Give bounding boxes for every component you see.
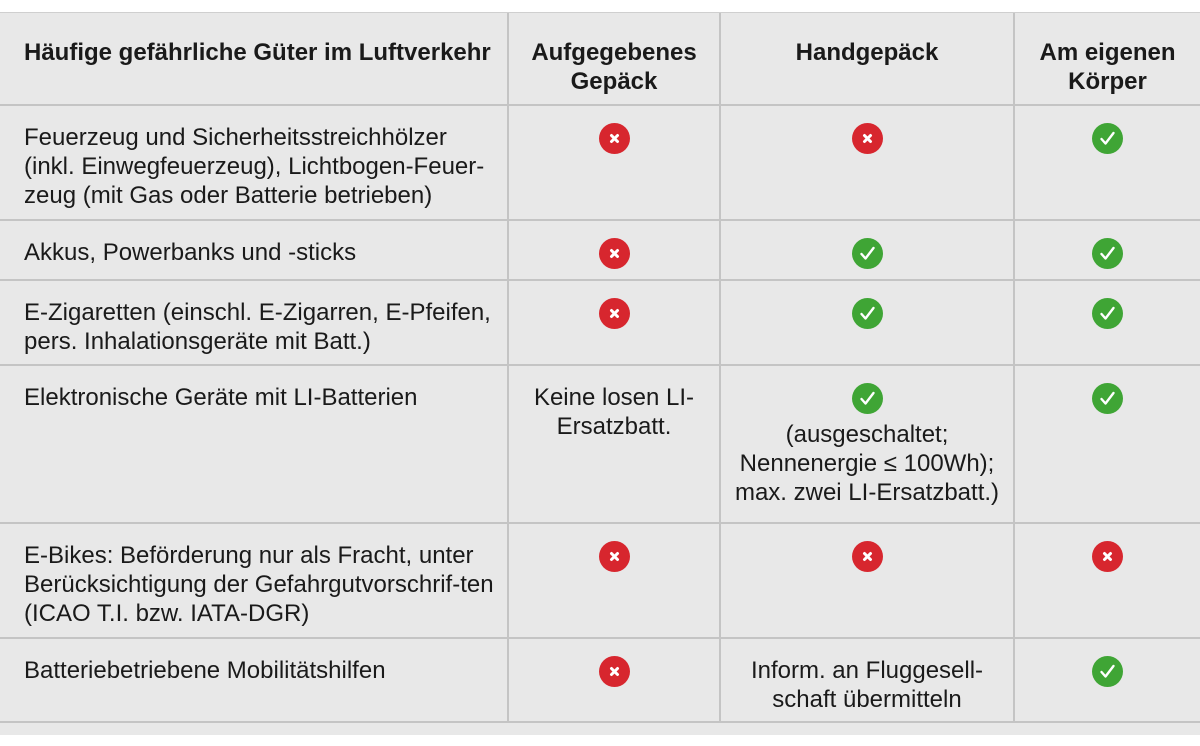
on-body-cell bbox=[1014, 220, 1200, 281]
check-icon bbox=[851, 238, 883, 269]
cross-icon bbox=[598, 656, 630, 687]
table-row: Feuerzeug und Sicherheitsstreichhölzer (… bbox=[0, 105, 1200, 221]
checked-baggage-cell bbox=[508, 280, 721, 366]
on-body-cell bbox=[1014, 638, 1200, 723]
table-row: Batteriebetriebene Mobilitätshilfen Info… bbox=[0, 638, 1200, 723]
hand-baggage-cell bbox=[720, 280, 1015, 366]
cross-icon bbox=[598, 238, 630, 269]
cross-icon bbox=[598, 123, 630, 154]
header-row: Häufige gefährliche Güter im Luftverkehr… bbox=[0, 13, 1200, 106]
hand-baggage-note: Inform. an Fluggesell-schaft übermitteln bbox=[750, 657, 984, 713]
on-body-cell bbox=[1014, 365, 1200, 524]
check-icon bbox=[1092, 656, 1123, 687]
item-label: Batteriebetriebene Mobilitätshilfen bbox=[0, 638, 509, 723]
dangerous-goods-table-panel: Häufige gefährliche Güter im Luftverkehr… bbox=[0, 12, 1200, 735]
item-label: Akkus, Powerbanks und -sticks bbox=[0, 220, 509, 281]
header-on-body: Am eigenen Körper bbox=[1014, 13, 1200, 106]
check-icon bbox=[851, 298, 883, 329]
header-checked-baggage: Aufgegebenes Gepäck bbox=[508, 13, 721, 106]
hand-baggage-note: (ausgeschaltet; Nennenergie ≤ 100Wh); ma… bbox=[734, 421, 1000, 506]
check-icon bbox=[1092, 123, 1123, 154]
checked-baggage-note: Keine losen LI-Ersatzbatt. bbox=[533, 384, 695, 440]
item-label: Feuerzeug und Sicherheitsstreichhölzer (… bbox=[0, 105, 509, 221]
cross-icon bbox=[598, 298, 630, 329]
table-row: E-Zigaretten (einschl. E-Zigarren, E-Pfe… bbox=[0, 280, 1200, 366]
cross-icon bbox=[598, 541, 630, 572]
hand-baggage-cell bbox=[720, 220, 1015, 281]
hand-baggage-cell: (ausgeschaltet; Nennenergie ≤ 100Wh); ma… bbox=[720, 365, 1015, 524]
check-icon bbox=[851, 383, 883, 414]
cross-icon bbox=[851, 541, 883, 572]
hand-baggage-cell bbox=[720, 523, 1015, 639]
hand-baggage-cell bbox=[720, 105, 1015, 221]
header-goods: Häufige gefährliche Güter im Luftverkehr bbox=[0, 13, 509, 106]
checked-baggage-cell: Keine losen LI-Ersatzbatt. bbox=[508, 365, 721, 524]
checked-baggage-cell bbox=[508, 523, 721, 639]
table-row: E-Bikes: Beförderung nur als Fracht, unt… bbox=[0, 523, 1200, 639]
check-icon bbox=[1092, 298, 1123, 329]
check-icon bbox=[1092, 238, 1123, 269]
on-body-cell bbox=[1014, 280, 1200, 366]
check-icon bbox=[1092, 383, 1123, 414]
checked-baggage-cell bbox=[508, 105, 721, 221]
item-label: Elektronische Geräte mit LI-Batterien bbox=[0, 365, 509, 524]
item-label: E-Zigaretten (einschl. E-Zigarren, E-Pfe… bbox=[0, 280, 509, 366]
checked-baggage-cell bbox=[508, 220, 721, 281]
on-body-cell bbox=[1014, 523, 1200, 639]
header-hand-baggage: Handgepäck bbox=[720, 13, 1015, 106]
cross-icon bbox=[851, 123, 883, 154]
checked-baggage-cell bbox=[508, 638, 721, 723]
dangerous-goods-table: Häufige gefährliche Güter im Luftverkehr… bbox=[0, 13, 1200, 723]
hand-baggage-cell: Inform. an Fluggesell-schaft übermitteln bbox=[720, 638, 1015, 723]
table-row: Elektronische Geräte mit LI-Batterien Ke… bbox=[0, 365, 1200, 524]
item-label: E-Bikes: Beförderung nur als Fracht, unt… bbox=[0, 523, 509, 639]
on-body-cell bbox=[1014, 105, 1200, 221]
table-row: Akkus, Powerbanks und -sticks bbox=[0, 220, 1200, 281]
cross-icon bbox=[1092, 541, 1123, 572]
